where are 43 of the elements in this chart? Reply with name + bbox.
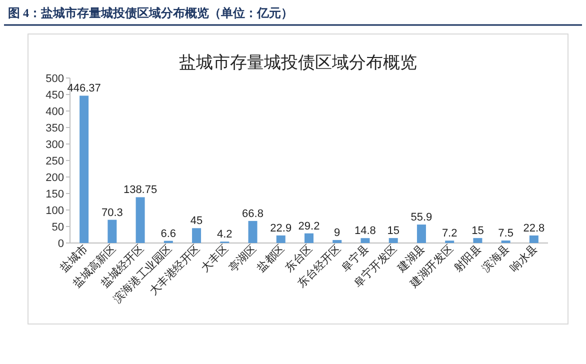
data-label: 6.6 xyxy=(160,228,176,240)
bar xyxy=(80,96,89,243)
bar xyxy=(332,240,342,243)
data-label: 15 xyxy=(472,225,484,238)
data-label: 55.9 xyxy=(410,212,432,224)
bar xyxy=(276,235,286,243)
data-label: 66.8 xyxy=(242,208,264,220)
data-label: 14.8 xyxy=(354,225,376,238)
bar xyxy=(248,220,258,243)
bar xyxy=(304,233,314,243)
chart-subtitle: 盐城市存量城投债区域分布概览 xyxy=(179,53,417,72)
y-tick-label: 300 xyxy=(46,139,64,151)
bar xyxy=(416,224,426,243)
y-tick-label: 50 xyxy=(52,222,64,234)
bar xyxy=(108,220,117,243)
y-tick-label: 450 xyxy=(46,90,64,102)
data-label: 9 xyxy=(334,227,340,240)
y-tick-label: 350 xyxy=(46,122,64,134)
data-label: 45 xyxy=(190,215,203,228)
y-tick-label: 0 xyxy=(58,238,64,250)
y-tick-label: 100 xyxy=(46,205,64,217)
data-label: 7.5 xyxy=(498,228,514,240)
bar xyxy=(192,228,202,243)
bar xyxy=(388,238,398,243)
bar xyxy=(136,197,145,243)
data-label: 15 xyxy=(387,225,400,238)
y-tick-label: 150 xyxy=(46,188,64,200)
data-label: 138.75 xyxy=(123,184,158,196)
data-label: 22.9 xyxy=(270,222,292,234)
y-tick-label: 250 xyxy=(46,156,64,168)
y-tick-label: 200 xyxy=(46,172,64,184)
data-label: 29.2 xyxy=(298,220,320,232)
data-label: 22.8 xyxy=(523,222,545,234)
data-label: 446.37 xyxy=(67,82,101,95)
data-label: 70.3 xyxy=(101,206,123,219)
data-label: 7.2 xyxy=(442,228,458,240)
y-tick-label: 400 xyxy=(46,106,64,118)
bar xyxy=(529,235,538,243)
data-label: 4.2 xyxy=(217,228,232,241)
bar xyxy=(473,238,482,243)
bar xyxy=(360,238,370,243)
y-tick-label: 500 xyxy=(46,73,64,85)
chart-title: 图 4：盐城市存量城投债区域分布概览（单位：亿元） xyxy=(8,6,293,20)
